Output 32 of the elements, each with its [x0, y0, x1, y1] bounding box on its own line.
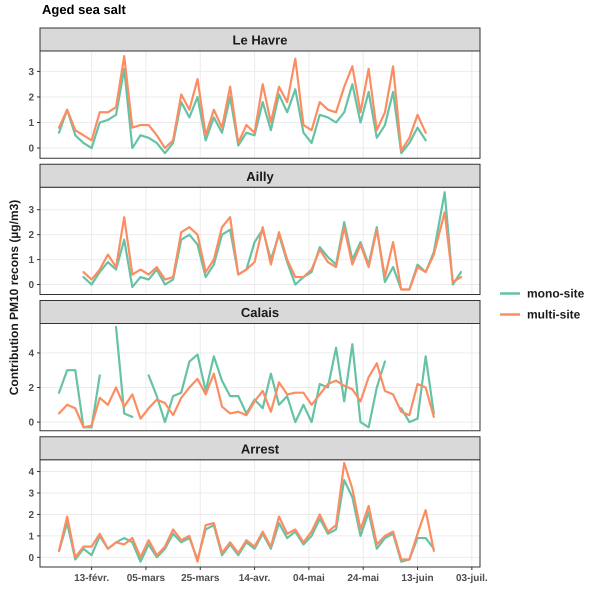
x-tick-label: 03-juil. — [456, 573, 488, 584]
y-axis-title: Contribution PM10 recons (µg/m3) — [7, 200, 21, 396]
y-tick-label: 4 — [28, 467, 34, 478]
y-tick-label: 1 — [28, 118, 34, 129]
x-tick-label: 13-févr. — [74, 573, 110, 584]
y-tick-label: 2 — [28, 383, 34, 394]
x-tick-label: 04-mai — [293, 573, 325, 584]
chart-title: Ailly — [246, 168, 274, 184]
x-tick-label: 14-avr. — [238, 573, 271, 584]
y-tick-label: 0 — [28, 280, 34, 292]
y-tick-label: 3 — [28, 205, 34, 216]
x-tick-label: 25-mars — [181, 573, 220, 584]
y-tick-label: 2 — [28, 510, 34, 521]
y-tick-label: 1 — [28, 255, 34, 266]
chart-title: Le Havre — [232, 32, 288, 48]
legend-label: mono-site — [527, 286, 585, 300]
y-tick-label: 2 — [28, 92, 34, 104]
y-tick-label: 0 — [28, 552, 34, 564]
legend-label: multi-site — [527, 308, 581, 322]
y-tick-label: 2 — [28, 230, 34, 242]
x-tick-label: 13-juin — [401, 573, 434, 584]
y-tick-label: 0 — [28, 144, 34, 155]
chart-title: Arrest — [240, 441, 280, 456]
y-tick-label: 4 — [28, 348, 34, 360]
y-tick-label: 1 — [28, 531, 34, 542]
x-tick-label: 24-mai — [347, 573, 380, 584]
y-tick-label: 3 — [28, 488, 34, 500]
x-tick-label: 05-mars — [126, 573, 166, 584]
y-tick-label: 3 — [28, 66, 34, 78]
text: Aged sea salt — [42, 2, 126, 17]
y-tick-label: 0 — [28, 418, 34, 429]
chart-title: Calais — [240, 305, 280, 320]
